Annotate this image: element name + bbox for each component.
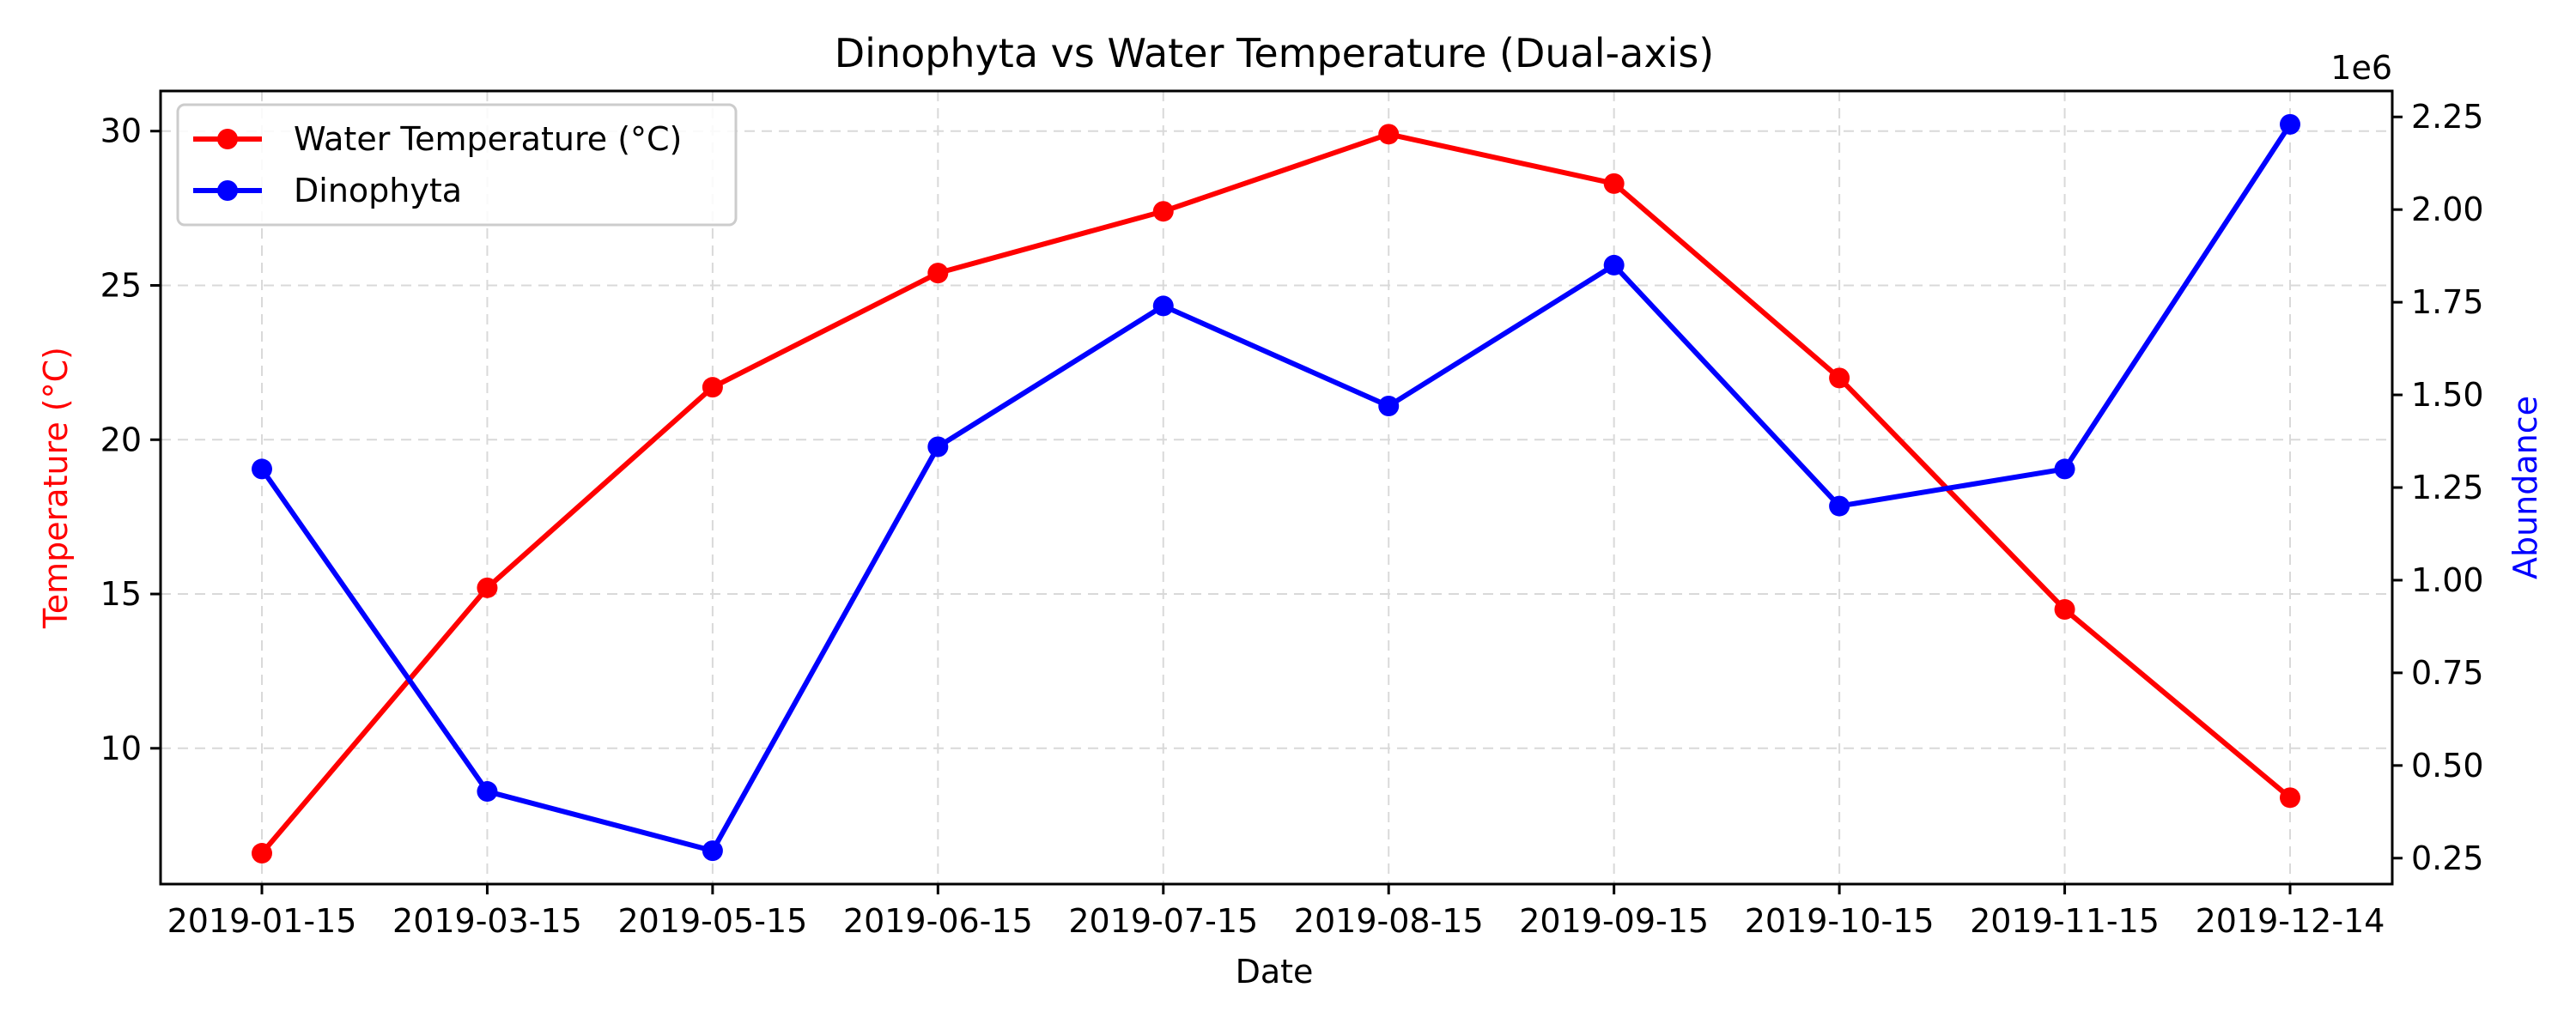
temperature-data-point bbox=[477, 577, 498, 598]
dinophyta-data-point bbox=[702, 840, 723, 862]
y-right-tick-label: 2.00 bbox=[2411, 191, 2484, 228]
y-axis-left: 10 15 20 25 30 bbox=[100, 112, 161, 767]
y-axis-right-title: Abundance bbox=[2506, 396, 2544, 579]
x-tick-label: 2019-01-15 bbox=[167, 902, 357, 940]
y-right-tick-label: 0.25 bbox=[2411, 839, 2484, 877]
dinophyta-data-point bbox=[477, 781, 498, 803]
x-tick-label: 2019-03-15 bbox=[392, 902, 582, 940]
x-axis-title: Date bbox=[1236, 953, 1314, 991]
temperature-data-point bbox=[252, 843, 272, 864]
dinophyta-data-point bbox=[2280, 113, 2300, 135]
dinophyta-data-point bbox=[1829, 495, 1850, 517]
grid-layer bbox=[161, 91, 2392, 884]
y-right-tick-label: 0.50 bbox=[2411, 747, 2484, 785]
x-tick-label: 2019-10-15 bbox=[1745, 902, 1935, 940]
legend-temperature-label: Water Temperature (°C) bbox=[294, 120, 682, 158]
temperature-data-point bbox=[2054, 599, 2075, 621]
y-left-tick-label: 25 bbox=[100, 267, 142, 305]
y-right-tick-label: 2.25 bbox=[2411, 98, 2484, 136]
dinophyta-data-point bbox=[1152, 295, 1174, 317]
y-right-tick-label: 1.00 bbox=[2411, 561, 2484, 599]
dinophyta-data-point bbox=[1378, 396, 1400, 417]
y-left-tick-label: 20 bbox=[100, 421, 142, 458]
y-left-tick-label: 15 bbox=[100, 575, 142, 613]
dinophyta-series-line bbox=[259, 123, 2293, 854]
temperature-data-point bbox=[927, 263, 949, 284]
y-left-tick-label: 10 bbox=[100, 730, 142, 767]
x-tick-label: 2019-06-15 bbox=[843, 902, 1033, 940]
y-axis-left-title: Temperature (°C) bbox=[37, 347, 75, 629]
legend-dinophyta-label: Dinophyta bbox=[294, 172, 462, 209]
dinophyta-data-point bbox=[2054, 458, 2075, 480]
x-tick-label: 2019-09-15 bbox=[1519, 902, 1709, 940]
temperature-data-point bbox=[1829, 367, 1850, 389]
temperature-data-point bbox=[1378, 124, 1400, 145]
temperature-data-point bbox=[1152, 201, 1174, 222]
dinophyta-data-point bbox=[927, 436, 949, 457]
x-tick-label: 2019-05-15 bbox=[617, 902, 807, 940]
temperature-data-point bbox=[1603, 173, 1625, 194]
x-tick-label: 2019-12-14 bbox=[2196, 902, 2385, 940]
x-tick-label: 2019-08-15 bbox=[1294, 902, 1484, 940]
x-tick-label: 2019-07-15 bbox=[1068, 902, 1258, 940]
x-tick-label: 2019-11-15 bbox=[1970, 902, 2160, 940]
x-axis: 2019-01-15 2019-03-15 2019-05-15 2019-06-15… bbox=[167, 884, 2385, 940]
dinophyta-data-point bbox=[1603, 254, 1625, 276]
series-layer bbox=[252, 113, 2300, 864]
y-right-tick-label: 1.75 bbox=[2411, 283, 2484, 321]
legend-dinophyta-marker bbox=[217, 180, 238, 201]
y-right-tick-label: 1.50 bbox=[2411, 376, 2484, 414]
y-axis-right: 0.25 0.50 0.75 1.00 1.25 1.50 1.75 2.00 2.25 bbox=[2392, 98, 2484, 877]
y-axis-right-multiplier: 1e6 bbox=[2330, 49, 2392, 87]
legend: Water Temperature (°C) Dinophyta bbox=[176, 103, 738, 227]
temperature-series-line bbox=[259, 131, 2292, 855]
y-right-tick-label: 1.25 bbox=[2411, 469, 2484, 506]
dinophyta-data-point bbox=[252, 458, 272, 480]
y-right-tick-label: 0.75 bbox=[2411, 654, 2484, 692]
y-left-tick-label: 30 bbox=[100, 112, 142, 150]
temperature-data-point bbox=[2280, 787, 2300, 809]
legend-box bbox=[176, 103, 738, 227]
chart-title: Dinophyta vs Water Temperature (Dual-axi… bbox=[835, 30, 1715, 76]
temperature-data-point bbox=[702, 377, 723, 398]
legend-temperature-marker bbox=[217, 129, 238, 149]
